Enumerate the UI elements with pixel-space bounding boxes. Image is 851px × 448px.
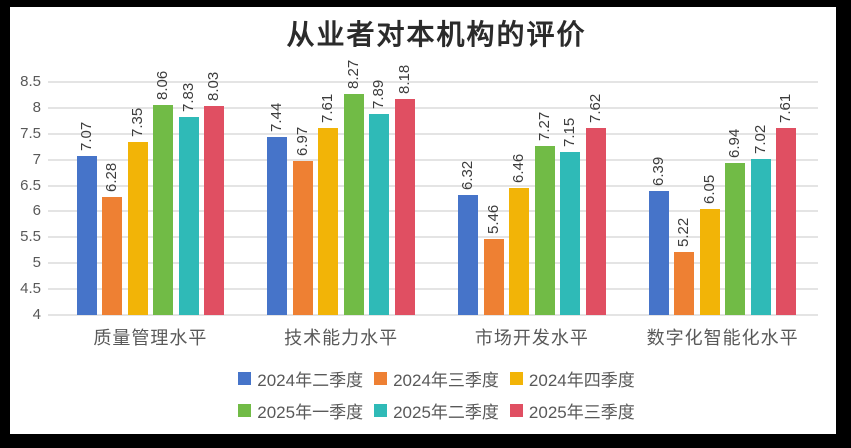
bar (648, 191, 669, 315)
legend-label: 2024年四季度 (528, 371, 635, 390)
legend-swatch (509, 404, 523, 417)
y-axis-tick-label: 5.5 (20, 228, 41, 246)
bar-value-label: 6.46 (510, 153, 528, 183)
bar (776, 128, 797, 315)
bar (509, 187, 530, 315)
bar-value-label: 8.03 (205, 72, 223, 102)
bar-value-label: 6.05 (700, 174, 718, 204)
bar-value-label: 6.94 (726, 128, 744, 158)
bar (267, 136, 288, 315)
x-category-label: 市场开发水平 (474, 328, 589, 348)
legend-label: 2024年二季度 (257, 371, 364, 390)
bar (534, 145, 555, 315)
y-axis-tick-label: 4.5 (20, 280, 41, 298)
bar-value-label: 7.02 (751, 124, 769, 154)
legend-swatch (374, 372, 388, 385)
bar (369, 113, 390, 315)
legend-item: 2025年二季度 (374, 398, 499, 423)
bar-value-label: 6.28 (103, 162, 121, 192)
plot-area: 7.07 7.44 6.32 6.39 6.28 6.97 5.46 5.22 7.35 7.61… (48, 60, 818, 316)
legend-swatch (238, 404, 252, 417)
gridline (48, 106, 818, 109)
bar-value-label: 7.35 (128, 107, 146, 137)
y-axis-tick-label: 8.5 (20, 73, 41, 90)
bar (127, 141, 148, 315)
bar (153, 104, 174, 315)
legend-item: 2024年三季度 (374, 366, 499, 391)
bar-value-label: 7.15 (561, 117, 579, 147)
bar (585, 127, 606, 315)
gridline (48, 81, 818, 83)
legend-swatch (374, 404, 388, 417)
bar-value-label: 5.46 (484, 205, 502, 235)
bar (204, 106, 225, 315)
bar (750, 158, 771, 315)
y-axis-tick-label: 8 (32, 98, 41, 116)
chart-title: 从业者对本机构的评价 (286, 20, 587, 51)
legend-row: 2024年二季度 2024年三季度 2024年四季度 (238, 366, 635, 391)
y-axis-tick-label: 6.5 (20, 176, 41, 194)
bar (178, 116, 199, 315)
y-axis-tick-label: 5 (32, 254, 41, 272)
bar (394, 98, 415, 315)
bar (560, 151, 581, 315)
x-category-label: 质量管理水平 (93, 328, 208, 348)
x-category-label: 技术能力水平 (284, 328, 399, 348)
legend-label: 2025年一季度 (257, 403, 364, 422)
bar (102, 196, 123, 315)
gridline (48, 184, 818, 187)
gridline (48, 262, 818, 265)
bar (318, 128, 339, 315)
gridline (48, 158, 818, 161)
bar (292, 161, 313, 315)
legend-swatch (238, 372, 252, 385)
legend-label: 2025年二季度 (393, 403, 499, 422)
gridline (48, 210, 818, 213)
y-axis-tick-label: 4 (32, 306, 41, 323)
bar-value-label: 8.06 (154, 70, 172, 100)
y-axis-tick-label: 6 (32, 202, 41, 220)
y-axis-tick-label: 7.5 (20, 124, 41, 142)
bar-value-label: 8.18 (395, 64, 413, 94)
legend-label: 2024年三季度 (393, 371, 499, 390)
bar-value-label: 6.32 (459, 160, 477, 190)
bar-value-label: 5.22 (675, 217, 693, 247)
bar (343, 93, 364, 315)
bar-value-label: 7.89 (370, 79, 388, 109)
gridline (48, 314, 818, 316)
gridline (48, 288, 818, 291)
gridline (48, 132, 818, 135)
legend-item: 2024年二季度 (238, 366, 363, 391)
bar (674, 251, 695, 315)
y-axis-tick-label: 7 (32, 150, 41, 168)
bar-value-label: 7.44 (268, 102, 286, 132)
bar (725, 162, 746, 315)
bar-value-label: 7.07 (77, 121, 95, 152)
legend-swatch (509, 372, 523, 385)
bar-value-label: 8.27 (344, 59, 362, 89)
bar (699, 208, 720, 315)
bar (76, 156, 97, 315)
legend-label: 2025年三季度 (528, 403, 635, 422)
gridline (48, 236, 818, 239)
legend-item: 2025年一季度 (238, 398, 363, 423)
legend-item: 2024年四季度 (509, 366, 635, 391)
bar-value-label: 7.61 (777, 93, 795, 124)
bar-value-label: 7.62 (586, 93, 604, 123)
bar-value-label: 7.83 (179, 82, 197, 112)
chart-canvas: 从业者对本机构的评价 7.07 7.44 6.32 6.39 6.28 6.97 5.46 5… (10, 7, 836, 434)
bar-value-label: 7.61 (319, 93, 337, 124)
bar-value-label: 6.97 (293, 127, 311, 157)
bar-value-label: 6.39 (649, 157, 667, 187)
x-category-label: 数字化智能化水平 (646, 328, 799, 348)
bar-value-label: 7.27 (535, 111, 553, 141)
legend: 2024年二季度 2024年三季度 2024年四季度 2025年一季度 2025年二季度… (55, 366, 818, 423)
bar (458, 194, 479, 315)
legend-item: 2025年三季度 (509, 398, 635, 423)
x-axis-labels: 质量管理水平 技术能力水平 市场开发水平 数字化智能化水平 (55, 324, 818, 350)
bar (483, 239, 504, 315)
legend-row: 2025年一季度 2025年二季度 2025年三季度 (238, 398, 635, 423)
